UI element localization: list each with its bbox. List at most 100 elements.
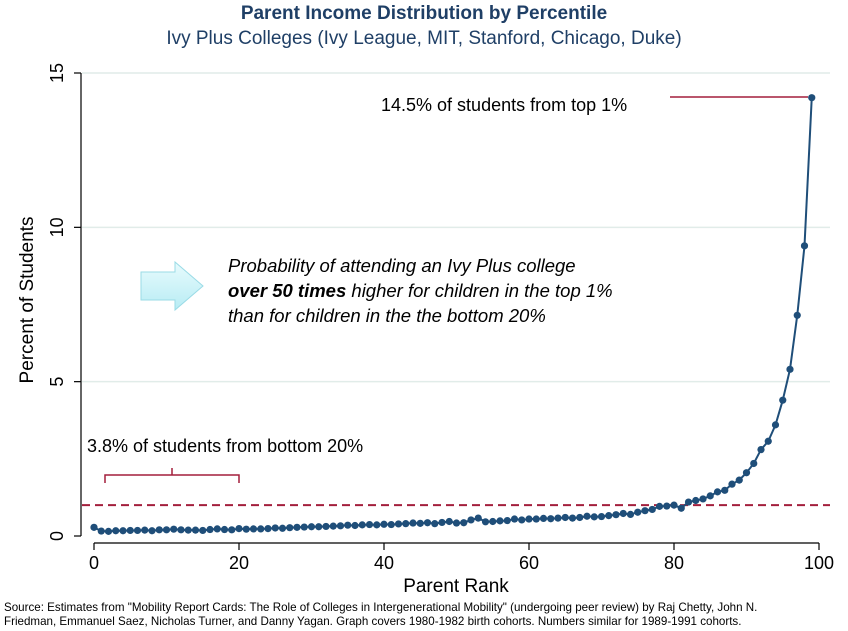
data-point	[104, 527, 113, 535]
data-point	[358, 521, 366, 529]
annotation-top-1pct: 14.5% of students from top 1%	[381, 95, 627, 115]
data-point	[423, 519, 432, 527]
x-tick-label: 20	[229, 553, 249, 573]
data-point	[721, 486, 729, 494]
data-point	[713, 488, 722, 496]
data-point	[684, 498, 693, 506]
x-tick-label: 100	[804, 553, 834, 573]
probability-line-2: over 50 times higher for children in the…	[228, 280, 613, 301]
data-point	[532, 515, 540, 523]
data-point	[452, 519, 461, 527]
data-point	[184, 526, 192, 534]
data-point	[170, 525, 178, 533]
data-point	[162, 526, 171, 534]
data-point	[496, 517, 504, 525]
data-point	[293, 523, 301, 531]
x-tick-label: 60	[519, 553, 539, 573]
data-point	[735, 476, 743, 484]
data-point	[445, 517, 453, 526]
data-point	[112, 527, 120, 535]
y-tick-label: 0	[47, 531, 67, 541]
data-point	[547, 515, 555, 523]
data-point	[605, 512, 613, 520]
x-axis-title: Parent Rank	[403, 576, 509, 597]
data-point	[779, 396, 787, 404]
probability-line-1: Probability of attending an Ivy Plus col…	[228, 255, 576, 276]
data-point	[235, 524, 243, 533]
y-axis-ticks: 0 5 10 15	[47, 63, 81, 541]
data-point	[481, 518, 490, 526]
data-point	[539, 514, 548, 523]
data-point	[438, 518, 446, 527]
data-point	[467, 516, 475, 524]
data-point	[641, 507, 649, 515]
data-point	[416, 519, 424, 527]
x-axis-ticks: 0 20 40 60 80 100	[89, 543, 834, 573]
y-tick-label: 10	[47, 217, 67, 237]
gridlines	[82, 72, 830, 383]
data-point	[402, 520, 410, 528]
data-point	[771, 421, 780, 429]
data-point	[431, 520, 439, 528]
data-point	[583, 512, 591, 520]
data-point	[322, 522, 330, 531]
data-point	[750, 459, 758, 468]
data-point	[634, 508, 642, 516]
data-point	[336, 522, 345, 530]
data-point	[206, 525, 214, 534]
data-point	[800, 242, 809, 250]
data-point	[489, 517, 497, 526]
data-point	[228, 526, 236, 534]
data-point	[568, 514, 577, 522]
bottom-20pct-bracket	[104, 468, 240, 483]
data-point	[786, 365, 794, 373]
data-point	[590, 513, 598, 521]
data-point	[554, 514, 562, 522]
data-point	[133, 526, 142, 535]
x-tick-label: 80	[664, 553, 684, 573]
data-point	[612, 511, 620, 519]
data-point	[155, 526, 163, 534]
data-point	[213, 525, 221, 533]
x-tick-label: 0	[89, 553, 99, 573]
data-point	[97, 527, 105, 535]
data-point	[503, 516, 511, 525]
y-tick-label: 15	[47, 63, 67, 83]
data-point	[525, 515, 533, 523]
data-point	[90, 523, 98, 531]
data-point	[307, 523, 316, 531]
data-point	[764, 437, 772, 445]
data-point	[619, 509, 627, 518]
data-point	[329, 522, 337, 530]
series-markers	[90, 94, 816, 535]
data-point	[518, 516, 526, 524]
data-point	[597, 512, 606, 521]
axes	[80, 73, 819, 544]
data-point	[344, 521, 352, 529]
data-point	[677, 504, 685, 512]
data-point	[257, 525, 265, 533]
data-point	[315, 523, 323, 531]
data-point	[300, 523, 308, 531]
data-point	[561, 513, 569, 522]
series-line	[93, 97, 813, 533]
data-point	[242, 525, 250, 533]
data-point	[177, 526, 185, 534]
data-point	[365, 520, 374, 529]
data-point	[742, 469, 751, 477]
data-point	[728, 480, 736, 488]
data-point	[663, 502, 671, 510]
data-point	[793, 311, 801, 319]
data-point	[474, 514, 482, 522]
y-axis-title: Percent of Students	[17, 217, 38, 384]
annotation-bottom-20pct: 3.8% of students from bottom 20%	[87, 436, 363, 456]
data-point	[119, 527, 127, 535]
y-tick-label: 5	[47, 377, 67, 387]
data-point	[655, 502, 664, 510]
chart-title: Parent Income Distribution by Percentile	[241, 3, 607, 24]
data-point	[626, 510, 635, 518]
data-point	[409, 519, 417, 527]
right-arrow-icon	[140, 260, 204, 312]
data-point	[510, 515, 519, 523]
data-point	[148, 527, 156, 535]
